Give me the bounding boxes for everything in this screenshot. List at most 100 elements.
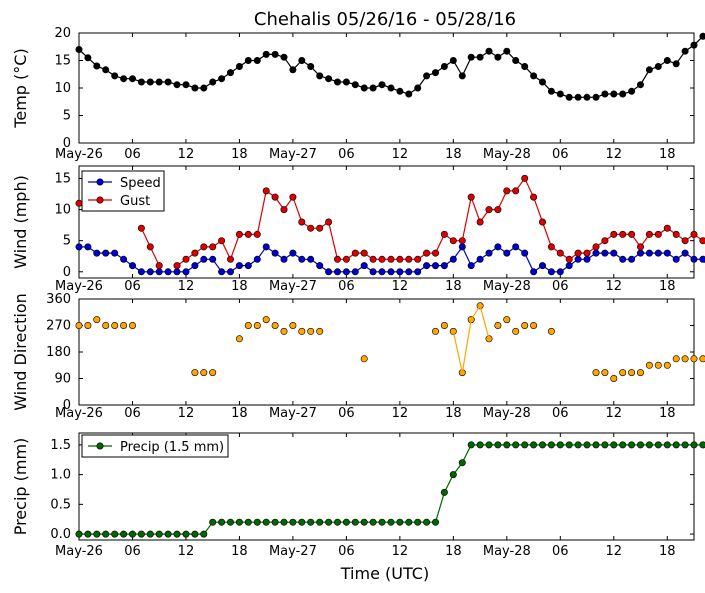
data-point [512, 441, 520, 449]
data-point [423, 72, 431, 80]
data-point [619, 441, 627, 449]
data-point [93, 249, 101, 257]
panel-direction: May-26 06 12 18 May-27 06 12 18 May-28 06 12 180901… [11, 292, 705, 421]
data-point [636, 243, 644, 251]
precip-ytick-label: 1.0 [50, 468, 71, 483]
precip-xtick-label: 18 [231, 544, 248, 559]
data-point [84, 54, 92, 62]
data-point [690, 230, 698, 238]
data-point [218, 268, 226, 276]
data-point [137, 224, 145, 232]
direction-axes-frame [78, 298, 695, 406]
data-point [512, 243, 520, 251]
data-point [414, 84, 422, 92]
legend-label: Speed [120, 176, 161, 191]
data-point [645, 249, 653, 257]
precip-legend: Precip (1.5 mm) [81, 434, 229, 458]
legend-label: Precip (1.5 mm) [120, 440, 224, 455]
temp-xtick-label: 06 [552, 147, 569, 162]
data-point [654, 230, 662, 238]
data-point [663, 224, 671, 232]
data-point [538, 262, 546, 270]
data-point [699, 441, 705, 449]
data-point [574, 249, 582, 257]
data-point [209, 369, 217, 377]
data-point [253, 518, 261, 526]
data-point [387, 255, 395, 263]
data-point [244, 230, 252, 238]
data-point [93, 530, 101, 538]
wind-xtick-label: 06 [552, 279, 569, 294]
data-point [592, 243, 600, 251]
temp-series-temp [75, 32, 705, 101]
data-point [565, 262, 573, 270]
data-point [182, 268, 190, 276]
data-point [289, 321, 297, 329]
data-point [530, 321, 538, 329]
data-point [244, 56, 252, 64]
direction-xtick-label: 12 [606, 406, 623, 421]
data-point [654, 361, 662, 369]
data-point [654, 441, 662, 449]
data-point [636, 81, 644, 89]
data-point [155, 262, 163, 270]
data-point [601, 237, 609, 245]
x-axis-label: Time (UTC) [340, 564, 429, 583]
data-point [369, 84, 377, 92]
data-point [378, 255, 386, 263]
data-point [369, 255, 377, 263]
data-point [325, 268, 333, 276]
legend-frame [81, 434, 229, 458]
data-point [699, 355, 705, 363]
data-point [538, 218, 546, 226]
temp-xtick-label: 06 [124, 147, 141, 162]
precip-axes-frame [78, 432, 695, 541]
data-point [280, 206, 288, 214]
direction-ytick-label: 360 [46, 292, 71, 307]
data-point [369, 268, 377, 276]
data-point [681, 355, 689, 363]
temp-xtick-label: 18 [231, 147, 248, 162]
data-point [619, 255, 627, 263]
data-point [628, 230, 636, 238]
data-point [449, 237, 457, 245]
data-point [289, 249, 297, 257]
data-point [244, 518, 252, 526]
data-point [431, 69, 439, 77]
data-point [547, 268, 555, 276]
data-point [583, 249, 591, 257]
data-point [369, 518, 377, 526]
data-point [556, 441, 564, 449]
precip-xtick-label: 18 [659, 544, 676, 559]
direction-xtick-label: May-26 [55, 406, 103, 421]
data-point [351, 249, 359, 257]
data-point [333, 255, 341, 263]
precip-ytick-label: 0.0 [50, 527, 71, 542]
wind-xtick-label: May-26 [55, 279, 103, 294]
data-point [298, 218, 306, 226]
data-point [289, 66, 297, 74]
data-point [84, 321, 92, 329]
data-point [396, 87, 404, 95]
data-point [342, 268, 350, 276]
data-point [574, 93, 582, 101]
data-point [120, 530, 128, 538]
data-point [218, 518, 226, 526]
data-point [431, 518, 439, 526]
data-point [75, 530, 83, 538]
precip-xtick-label: 06 [552, 544, 569, 559]
data-point [423, 249, 431, 257]
data-point [129, 262, 137, 270]
data-point [503, 249, 511, 257]
data-point [298, 518, 306, 526]
data-point [530, 268, 538, 276]
data-point [547, 243, 555, 251]
data-point [316, 518, 324, 526]
data-point [610, 230, 618, 238]
data-point [699, 32, 705, 40]
panel-temp: May-26 06 12 18 May-27 06 12 18 May-28 06 12 18 0 5 10… [11, 26, 705, 162]
legend-swatch-marker [96, 442, 104, 450]
data-point [538, 441, 546, 449]
data-point [690, 255, 698, 263]
precip-ytick-label: 1.5 [50, 438, 71, 453]
